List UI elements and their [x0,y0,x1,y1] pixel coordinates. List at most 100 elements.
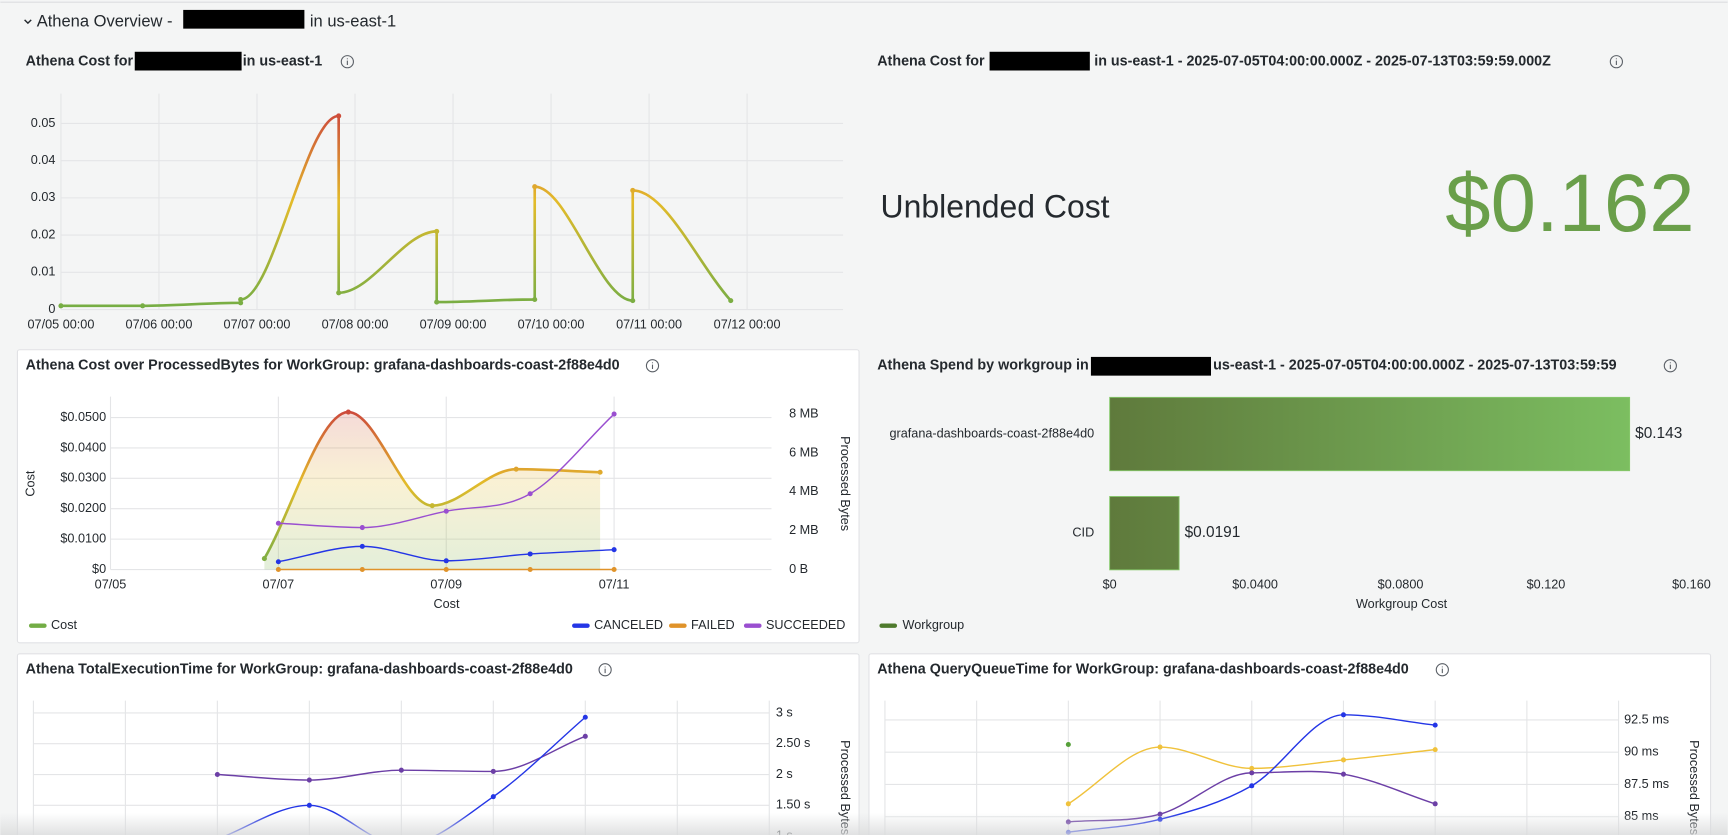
category-label: grafana-dashboards-coast-2f88e4d0 [889,426,1094,440]
info-icon[interactable] [1663,359,1677,373]
data-point [1340,771,1346,777]
y2-tick-label: 90 ms [1624,745,1658,759]
y-tick-label: 0.01 [31,265,56,279]
y-tick-label: $0 [92,562,106,576]
series-area [264,412,601,570]
y-tick-label: 0.05 [31,116,56,130]
category-label: CID [1072,526,1094,540]
plot: $0 $0.0400 $0.0800 $0.120 $0.160 [1103,396,1711,591]
data-point [359,566,365,573]
bottom-fade [0,812,1728,835]
x-tick-label: 07/05 [95,577,127,591]
data-point [1432,801,1438,807]
data-point [630,187,636,193]
bar [1109,496,1180,571]
collapse-chevron[interactable] [24,19,32,25]
y-tick-label: $0.0100 [60,531,106,545]
data-point [261,556,267,562]
plot [58,93,844,311]
info-icons [340,55,1677,677]
data-point [630,298,636,304]
panel-title: Athena TotalExecutionTime for WorkGroup:… [26,662,573,678]
data-point [1340,757,1346,763]
info-glyph [346,58,1671,674]
redaction [134,51,242,71]
info-icon[interactable] [598,663,612,677]
data-point [140,303,146,309]
y-tick-label: 0.02 [31,227,56,241]
x-tick-label: 07/10 00:00 [518,317,585,331]
x-tick-label: 07/11 00:00 [616,317,682,331]
data-point [597,469,603,475]
data-point [611,411,617,417]
legend-label: Cost [51,618,78,632]
panel-title: Athena Spend by workgroup in [877,358,1089,374]
panel-title: Athena Cost for [877,53,985,69]
plot [32,700,770,835]
data-point [443,558,449,564]
data-point [1432,722,1438,728]
bar [1109,396,1631,472]
x-tick-label: 07/05 00:00 [28,317,95,331]
y2-tick-label: 1.50 s [776,798,810,812]
x-tick-label: 07/07 00:00 [224,317,291,331]
y2-tick-label: 8 MB [789,406,819,420]
y2-tick-label: 3 s [776,705,793,719]
legend-label: FAILED [691,618,735,632]
data-point [490,768,496,774]
data-point [1249,770,1255,776]
data-point [429,503,435,509]
legend-label: CANCELED [594,618,663,632]
data-point [1340,712,1346,718]
data-point [214,771,220,778]
info-icon[interactable] [1609,55,1623,69]
panel-title: in us-east-1 - 2025-07-05T04:00:00.000Z … [1094,53,1551,69]
y2-tick-label: 0 B [789,562,808,576]
x-tick-label: 07/06 00:00 [126,317,193,331]
data-point [582,714,588,720]
legend-label: Workgroup [903,618,965,632]
info-icon[interactable] [1435,663,1449,677]
panel-title: us-east-1 - 2025-07-05T04:00:00.000Z - 2… [1213,358,1616,374]
data-point [1432,747,1438,753]
info-icon[interactable] [340,55,354,69]
data-point [513,466,519,472]
panel-title: Athena QueryQueueTime for WorkGroup: gra… [877,662,1409,678]
value-label: $0.143 [1635,425,1682,442]
y-tick-label: $0.0500 [60,410,106,424]
y2-tick-label: 2 MB [789,523,819,537]
data-point [1157,744,1163,750]
info-icon[interactable] [645,359,660,373]
data-point [527,491,533,497]
panel [16,653,860,835]
data-point [275,520,281,526]
data-point [1249,765,1255,771]
data-point [527,551,533,557]
data-point [336,290,342,296]
data-point [443,566,449,573]
series-line [263,410,601,560]
data-point [306,777,312,783]
data-point [336,113,342,119]
redaction [1090,356,1211,376]
y2-axis-label: Processed Bytes [1687,740,1701,835]
y-tick-label: $0.0200 [60,501,106,515]
data-point [58,303,64,309]
data-point [490,794,496,800]
panel-title: in us-east-1 [243,53,323,69]
value-label: $0.0191 [1185,524,1241,541]
row-title[interactable]: in us-east-1 [310,11,396,30]
redaction [989,51,1090,71]
x-axis-label: Workgroup Cost [1356,597,1448,611]
y2-tick-label: 4 MB [789,484,819,498]
data-point [527,566,533,573]
row-title[interactable]: Athena Overview - [37,11,173,30]
y2-axis-label: Processed Bytes [838,740,852,835]
data-point [398,767,404,773]
stat-value: $0.162 [1445,158,1694,249]
charts: 07/05 00:00 07/06 00:00 07/07 00:00 07/08 0… [24,93,1711,835]
series-line [225,716,586,835]
panel [868,653,1712,835]
x-tick-label: 07/12 00:00 [714,317,781,331]
